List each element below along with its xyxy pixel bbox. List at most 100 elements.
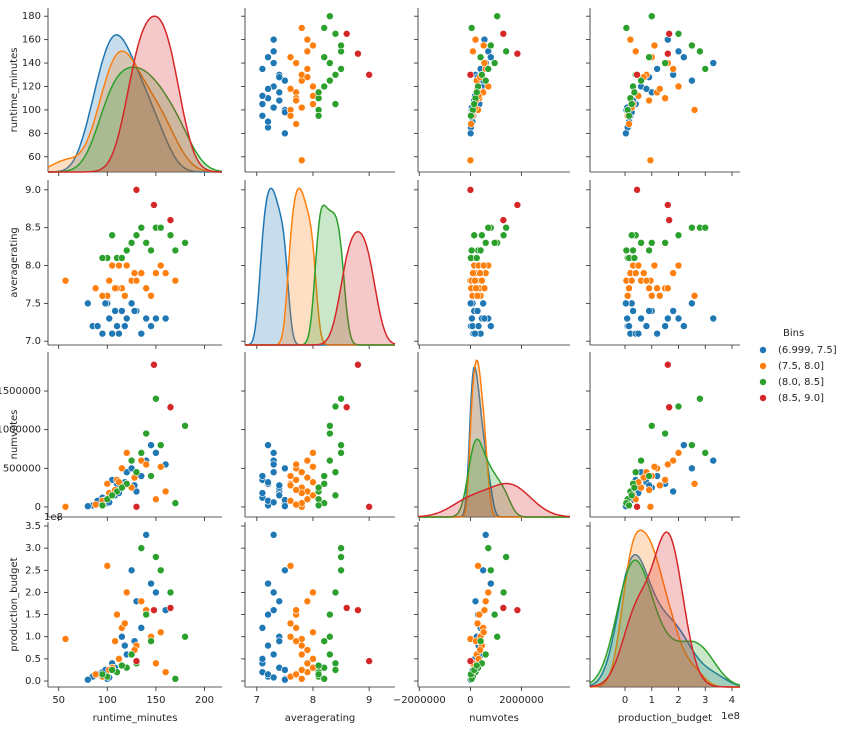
scatter-point [314,483,323,492]
scatter-point [171,276,180,285]
scatter-point [137,624,146,632]
scatter-point [650,261,659,270]
scatter-point [281,129,289,138]
scatter-point [297,641,306,650]
scatter-point [484,544,493,552]
x-tick-label: 0 [622,695,628,706]
scatter-point [487,41,495,50]
scatter-point [171,499,180,507]
scatter-point [647,239,656,247]
scatter-point [674,402,683,411]
x-tick-label: 9 [366,695,372,706]
scatter-point [142,314,150,323]
scatter-point [161,314,170,323]
scatter-point [292,96,300,105]
scatter-point [281,666,289,674]
scatter-point [115,655,123,663]
scatter-point [258,92,267,100]
scatter-point [286,632,295,641]
scatter-point [297,666,306,674]
scatter-point [132,231,141,240]
scatter-point [142,239,150,247]
scatter-point [627,231,636,240]
scatter-point [275,88,284,97]
scatter-point [320,82,329,91]
scatter-point [309,628,317,637]
scatter-point [118,632,126,641]
kde-area [245,205,395,345]
scatter-point [181,422,189,430]
scatter-point [118,483,126,492]
scatter-point [142,531,150,539]
scatter-point [674,82,683,91]
scatter-point [487,566,495,575]
scatter-point [631,269,640,277]
scatter-point [120,619,129,628]
scatter-point [326,610,334,619]
scatter-point [309,491,317,500]
scatter-point [331,468,340,476]
scatter-point [258,100,267,108]
scatter-point [303,456,312,465]
legend-label: (8.5, 9.0] [778,393,824,404]
scatter-point [275,73,284,81]
scatter-point [127,650,136,659]
scatter-point [471,329,479,338]
scatter-point [150,606,158,614]
y-tick-label: 7.0 [25,336,41,347]
scatter-point [150,360,158,369]
scatter-point [132,468,141,476]
y-tick-label: 9.0 [25,185,41,196]
scatter-point [669,65,677,73]
scatter-point [258,655,267,663]
scatter-point [674,47,683,56]
scatter-point [147,322,155,330]
scatter-point [269,103,278,112]
scatter-point [688,41,696,50]
kde-line [48,66,223,173]
scatter-point [479,566,487,575]
offset-label: 1e8 [44,512,63,523]
scatter-point [118,254,126,262]
scatter-point [326,422,334,430]
scatter-point [269,650,278,659]
scatter-point [292,486,300,494]
scatter-point [292,624,300,632]
kde-line [589,553,741,687]
scatter-point [479,41,488,50]
scatter-point [320,637,329,645]
scatter-point [466,299,475,308]
scatter-point [127,239,136,247]
scatter-point [132,502,141,511]
scatter-point [625,501,633,510]
scatter-point [331,659,340,668]
scatter-point [264,641,272,650]
scatter-point [326,456,334,465]
scatter-point [471,276,479,285]
scatter-point [84,675,92,684]
kde-area [245,231,395,345]
kde-line [417,482,570,518]
scatter-point [633,502,641,511]
scatter-point [471,597,480,606]
y-tick-label: 8.5 [25,223,41,234]
scatter-point [314,501,323,510]
y-tick-label: 1500000 [0,386,41,397]
scatter-point [337,544,345,552]
scatter-point [490,610,499,619]
scatter-point [626,35,635,44]
scatter-point [653,329,661,338]
x-tick-label: 100 [98,695,117,706]
x-axis-label: runtime_minutes [93,713,178,724]
scatter-point [84,502,92,510]
scatter-point [286,111,295,120]
scatter-point [127,299,136,308]
scatter-point [281,502,289,510]
scatter-point [152,659,160,668]
scatter-point [625,120,633,128]
scatter-point [365,502,373,511]
scatter-point [105,276,114,285]
scatter-point [481,597,490,606]
scatter-point [688,299,696,308]
scatter-point [156,628,165,637]
